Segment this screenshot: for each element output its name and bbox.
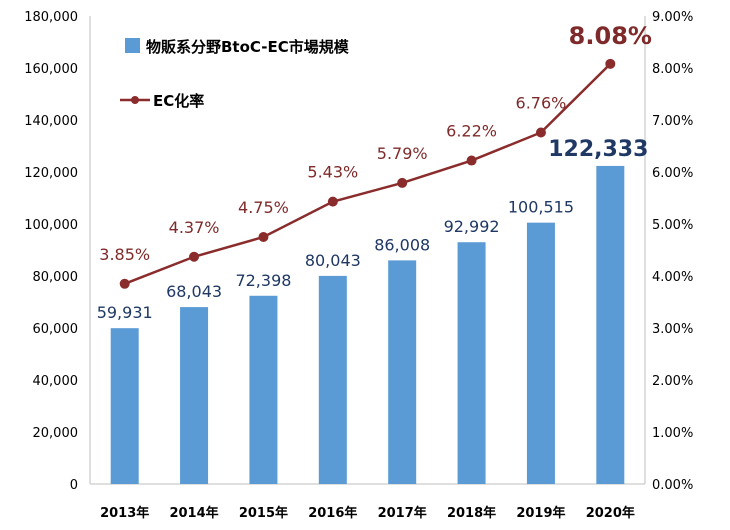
- left-axis-tick-label: 40,000: [33, 374, 79, 389]
- x-axis-ticks: 2013年 2014年 2015年 2016年 2017年 2018年 2019年 2020年: [100, 505, 635, 521]
- right-axis-ticks: 0.00% 1.00% 2.00% 3.00% 4.00% 5.00% 6.00% 7.00%…: [652, 10, 693, 493]
- bar-data-label: 92,992: [444, 217, 500, 236]
- rate-data-label: 4.37%: [169, 218, 220, 237]
- rate-point: [466, 155, 477, 166]
- left-axis-tick-label: 160,000: [24, 62, 78, 77]
- bar-data-label: 86,008: [374, 235, 430, 254]
- x-axis-tick-label: 2013年: [100, 505, 149, 521]
- line-series: [119, 58, 616, 289]
- left-axis-tick-label: 80,000: [33, 270, 79, 285]
- left-axis-tick-label: 0: [70, 478, 78, 493]
- bar: [526, 222, 555, 484]
- x-axis-tick-label: 2018年: [447, 505, 496, 521]
- right-axis-tick-label: 5.00%: [652, 218, 693, 233]
- legend-bar-swatch: [125, 38, 140, 53]
- bar: [249, 295, 278, 484]
- right-axis-tick-label: 1.00%: [652, 426, 693, 441]
- left-axis-tick-label: 140,000: [24, 114, 78, 129]
- rate-point: [327, 196, 338, 207]
- right-axis-tick-label: 9.00%: [652, 10, 693, 25]
- right-axis-tick-label: 3.00%: [652, 322, 693, 337]
- bar-data-label: 100,515: [508, 198, 574, 217]
- rate-data-label: 6.22%: [446, 122, 497, 141]
- rate-point: [605, 58, 616, 69]
- legend-line-marker: [131, 96, 139, 104]
- bar-data-label: 68,043: [166, 282, 222, 301]
- bar: [388, 260, 417, 484]
- bar: [110, 328, 139, 484]
- left-axis-ticks: 0 20,000 40,000 60,000 80,000 100,000 120,000 1…: [24, 10, 78, 493]
- right-axis-tick-label: 4.00%: [652, 270, 693, 285]
- x-axis-tick-label: 2020年: [586, 505, 635, 521]
- bar: [318, 275, 347, 484]
- rate-data-label: 6.76%: [516, 93, 567, 112]
- x-axis-tick-label: 2019年: [516, 505, 565, 521]
- rate-point: [119, 278, 130, 289]
- rate-point: [258, 232, 269, 242]
- rate-point: [397, 177, 408, 188]
- legend-bar-label: 物販系分野BtoC-EC市場規模: [146, 38, 350, 56]
- x-axis-tick-label: 2016年: [308, 505, 357, 521]
- x-axis-tick-label: 2014年: [169, 505, 218, 521]
- rate-data-label: 8.08%: [569, 22, 652, 50]
- rate-line: [124, 62, 612, 285]
- rate-point: [189, 251, 200, 262]
- right-axis-tick-label: 0.00%: [652, 478, 693, 493]
- x-axis-tick-label: 2015年: [239, 505, 288, 521]
- left-axis-tick-label: 100,000: [24, 218, 78, 233]
- left-axis-tick-label: 60,000: [33, 322, 79, 337]
- bar-data-label: 59,931: [97, 303, 153, 322]
- right-axis-tick-label: 6.00%: [652, 166, 693, 181]
- bar-data-label: 72,398: [235, 271, 291, 290]
- rate-data-label: 3.85%: [99, 245, 150, 264]
- right-axis-tick-label: 7.00%: [652, 114, 693, 129]
- bar: [596, 165, 625, 484]
- bar-data-labels: 59,931 68,043 72,398 80,043 86,008 92,992 100,…: [97, 137, 649, 322]
- rate-data-label: 4.75%: [238, 198, 289, 217]
- left-axis-tick-label: 180,000: [24, 10, 78, 25]
- bar-data-label: 122,333: [548, 137, 648, 162]
- legend: 物販系分野BtoC-EC市場規模 EC化率: [120, 38, 350, 110]
- bar-series: [110, 165, 625, 484]
- left-axis-tick-label: 20,000: [33, 426, 79, 441]
- right-axis-tick-label: 2.00%: [652, 374, 693, 389]
- rate-data-label: 5.79%: [377, 144, 428, 163]
- bar: [180, 307, 209, 484]
- left-axis-tick-label: 120,000: [24, 166, 78, 181]
- rate-data-label: 5.43%: [307, 163, 358, 182]
- bar-data-label: 80,043: [305, 251, 361, 270]
- line-data-labels: 3.85% 4.37% 4.75% 5.43% 5.79% 6.22% 6.76% 8.08%: [99, 22, 652, 264]
- right-axis-tick-label: 8.00%: [652, 62, 693, 77]
- bar: [457, 242, 486, 484]
- legend-line-label: EC化率: [153, 92, 204, 110]
- x-axis-tick-label: 2017年: [378, 505, 427, 521]
- rate-point: [535, 127, 546, 138]
